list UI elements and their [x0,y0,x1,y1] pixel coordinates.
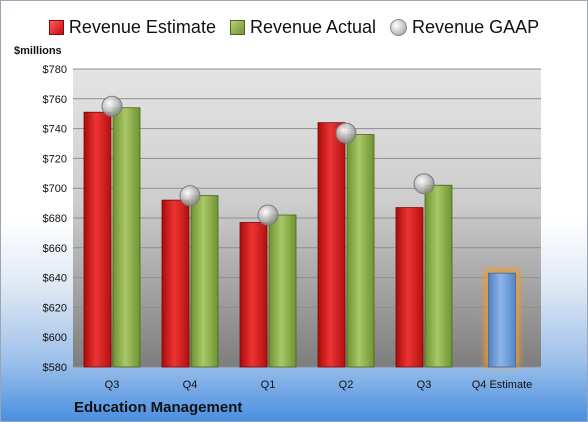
y-tick-label: $620 [43,302,67,314]
bars [83,107,520,368]
gridlines [73,68,541,368]
x-tick-label: Q3 [417,379,432,391]
x-tick-label: Q3 [105,379,120,391]
bar-revenue-actual [112,107,141,368]
y-tick-label: $600 [43,332,67,344]
bar-revenue-actual [190,195,219,368]
bar-revenue-actual [424,184,453,368]
y-tick-label: $700 [43,183,67,195]
x-tick-label: Q4 [183,379,198,391]
y-axis-units: $millions [14,45,62,57]
y-axis-ticks: $580 $600 $620 $640 $660 $680 $700 $720 $740 $760… [43,64,67,374]
marker-revenue-gaap [335,122,357,144]
legend-item-gaap: Revenue GAAP [390,17,539,38]
x-tick-label: Q1 [261,379,276,391]
marker-revenue-gaap [101,95,123,117]
bar-revenue-estimate [83,111,112,368]
marker-revenue-gaap [413,173,435,195]
marker-revenue-gaap [179,185,201,207]
legend-label-gaap: Revenue GAAP [412,17,540,37]
y-tick-label: $640 [43,273,67,285]
y-tick-label: $760 [43,94,67,106]
legend-label-actual: Revenue Actual [249,17,377,37]
bar-revenue-estimate [395,207,424,368]
y-tick-label: $720 [43,153,67,165]
bar-revenue-actual [268,214,297,368]
bar-revenue-estimate [317,122,346,368]
legend-label-estimate: Revenue Estimate [68,17,216,37]
y-tick-label: $580 [43,362,67,374]
y-tick-label: $680 [43,213,67,225]
y-tick-label: $740 [43,124,67,136]
x-axis-ticks: Q3 Q4 Q1 Q2 Q3 Q4 Estimate [105,379,533,391]
y-tick-label: $780 [43,64,67,76]
bar-revenue-estimate [161,199,190,368]
legend-swatch-actual [229,20,245,35]
x-tick-label: Q2 [339,379,354,391]
bar-revenue-estimate [239,222,268,368]
legend-swatch-estimate [48,20,64,35]
marker-revenue-gaap [257,204,279,226]
bar-revenue-estimate-next [488,272,516,368]
x-tick-label: Q4 Estimate [472,379,533,391]
y-tick-label: $660 [43,243,67,255]
gaap-markers [101,95,435,226]
legend-item-actual: Revenue Actual [229,17,377,38]
legend: Revenue Estimate Revenue Actual Revenue … [1,17,587,38]
company-name: Education Management [74,399,243,416]
bar-revenue-actual [346,134,375,368]
legend-item-estimate: Revenue Estimate [48,17,216,38]
legend-swatch-gaap [390,19,408,36]
